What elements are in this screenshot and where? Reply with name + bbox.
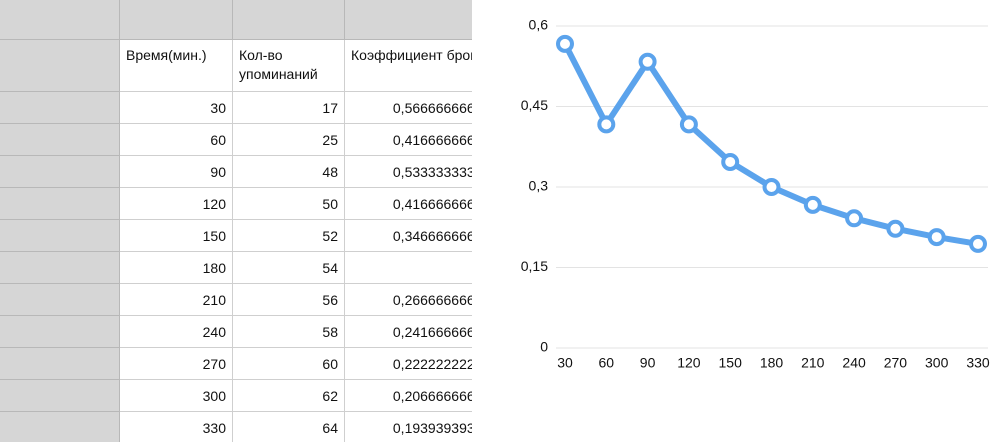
row-header — [0, 188, 120, 220]
point — [927, 228, 946, 247]
cell: 58 — [233, 316, 345, 348]
cell: 240 — [120, 316, 233, 348]
cell: 50 — [233, 188, 345, 220]
point — [969, 234, 987, 253]
y-tick-label: 0,6 — [529, 17, 549, 33]
cell: 0,206666666666 — [345, 380, 472, 412]
cell: 330 — [120, 412, 233, 442]
column-header — [0, 0, 120, 40]
cell: 60 — [233, 348, 345, 380]
point — [597, 115, 616, 134]
cell: 0,416666666666 — [345, 188, 472, 220]
point — [556, 34, 574, 53]
cell: 64 — [233, 412, 345, 442]
cell: 120 — [120, 188, 233, 220]
x-tick-label: 270 — [884, 355, 908, 371]
column-title: Коэффициент бровея. — [345, 40, 472, 92]
cell: 54 — [233, 252, 345, 284]
cell: 17 — [233, 92, 345, 124]
column-title: Время(мин.) — [120, 40, 233, 92]
cell: 52 — [233, 220, 345, 252]
point — [638, 52, 657, 71]
cell: 150 — [120, 220, 233, 252]
cell: 30 — [120, 92, 233, 124]
cell: 48 — [233, 156, 345, 188]
cell: 0,241666666666 — [345, 316, 472, 348]
x-tick-label: 180 — [760, 355, 784, 371]
cell: 0,266666666666 — [345, 284, 472, 316]
cell: 25 — [233, 124, 345, 156]
row-header — [0, 220, 120, 252]
cell: 0,3 — [345, 252, 472, 284]
cell: 0,533333333333 — [345, 156, 472, 188]
line — [562, 42, 979, 247]
x-tick-label: 150 — [719, 355, 743, 371]
column-header — [345, 0, 472, 40]
row-header — [0, 284, 120, 316]
y-tick-label: 0,15 — [521, 258, 548, 274]
x-tick-label: 240 — [842, 355, 866, 371]
row-header — [0, 252, 120, 284]
point — [803, 195, 822, 214]
spreadsheet: Время(мин.) Кол-во упоминаний Коэффициент … — [0, 0, 472, 442]
x-tick-label: 30 — [557, 355, 573, 371]
row-header — [0, 348, 120, 380]
column-header — [120, 0, 233, 40]
cell: 60 — [120, 124, 233, 156]
row-header — [0, 156, 120, 188]
point — [762, 178, 781, 196]
cell: 0,566666666666 — [345, 92, 472, 124]
x-tick-label: 210 — [801, 355, 825, 371]
point — [845, 209, 864, 228]
cell: 210 — [120, 284, 233, 316]
cell: 270 — [120, 348, 233, 380]
cell: 0,193939393939 — [345, 412, 472, 442]
row-header — [0, 92, 120, 124]
row-header — [0, 380, 120, 412]
column-header — [233, 0, 345, 40]
x-tick-label: 300 — [925, 355, 949, 371]
point — [679, 115, 698, 134]
row-header — [0, 40, 120, 92]
x-tick-label: 90 — [640, 355, 656, 371]
cell: 0,222222222222 — [345, 348, 472, 380]
y-tick-label: 0 — [540, 339, 548, 355]
y-tick-label: 0,45 — [521, 97, 548, 113]
cell: 0,416666666666 — [345, 124, 472, 156]
column-title: Кол-во упоминаний — [233, 40, 345, 92]
cell: 0,346666666666 — [345, 220, 472, 252]
x-tick-label: 330 — [966, 355, 990, 371]
y-tick-label: 0,3 — [529, 178, 549, 194]
chart: 0 0,15 0,3 0,45 0,6 30 60 90 120 150 180 210 240 270 3… — [521, 17, 990, 371]
row-header — [0, 124, 120, 156]
row-header — [0, 316, 120, 348]
cell: 62 — [233, 380, 345, 412]
cell: 300 — [120, 380, 233, 412]
cell: 90 — [120, 156, 233, 188]
point — [886, 219, 905, 238]
point — [721, 152, 740, 171]
x-tick-label: 120 — [677, 355, 701, 371]
row-header — [0, 412, 120, 442]
cell: 56 — [233, 284, 345, 316]
x-tick-label: 60 — [599, 355, 615, 371]
cell: 180 — [120, 252, 233, 284]
